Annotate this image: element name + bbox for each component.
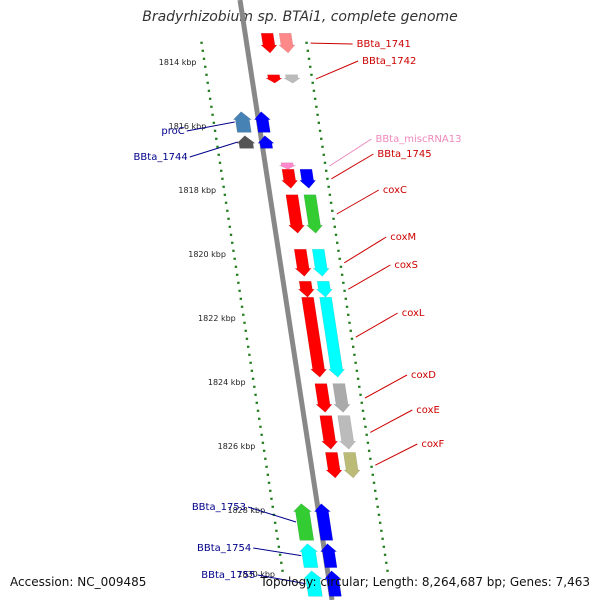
- gene-arrow[interactable]: [298, 543, 319, 568]
- gene-arrow[interactable]: [293, 248, 312, 277]
- gene-arrow-secondary[interactable]: [343, 452, 361, 479]
- label-leader: [253, 547, 302, 557]
- genome-summary-text: Topology: circular; Length: 8,264,687 bp…: [260, 575, 590, 589]
- label-leader: [329, 138, 372, 167]
- gene-arrow[interactable]: [279, 162, 296, 170]
- scale-label: 1826 kbp: [218, 442, 256, 451]
- gene-arrow[interactable]: [265, 74, 283, 84]
- gene-arrow-secondary[interactable]: [298, 168, 317, 189]
- label-leader: [336, 189, 380, 215]
- scale-label: 1816 kbp: [169, 122, 207, 131]
- gene-arrow-secondary[interactable]: [337, 415, 357, 450]
- gene-arrow-secondary[interactable]: [320, 543, 338, 568]
- gene-arrow-secondary[interactable]: [257, 135, 275, 149]
- label-leader: [370, 409, 413, 433]
- scale-label: 1814 kbp: [159, 58, 197, 67]
- label-leader: [189, 141, 238, 158]
- gene-label[interactable]: coxL: [402, 308, 425, 319]
- gene-arrow-secondary[interactable]: [278, 32, 296, 54]
- scale-label: 1822 kbp: [198, 314, 236, 323]
- scale-label: 1828 kbp: [227, 506, 265, 515]
- accession-text: Accession: NC_009485: [10, 575, 147, 589]
- gene-arrow[interactable]: [280, 168, 299, 189]
- label-leader: [186, 121, 235, 132]
- gene-label[interactable]: coxF: [421, 439, 444, 450]
- gene-arrow[interactable]: [285, 194, 306, 234]
- gene-arrow[interactable]: [314, 383, 333, 413]
- label-leader: [310, 42, 353, 45]
- gene-arrow[interactable]: [236, 135, 256, 149]
- scale-ticks: 1814 kbp 1816 kbp 1818 kbp 1820 kbp 1822 kbp…: [159, 41, 389, 579]
- gene-arrow-secondary[interactable]: [311, 248, 330, 277]
- gene-label[interactable]: coxD: [411, 370, 436, 381]
- label-leader: [344, 236, 387, 264]
- genome-title: Bradyrhizobium sp. BTAi1, complete genom…: [142, 9, 458, 25]
- gene-label[interactable]: coxM: [390, 232, 416, 243]
- scale-label: 1830 kbp: [237, 570, 275, 579]
- scale-label: 1818 kbp: [178, 186, 216, 195]
- gene-label[interactable]: BBta_1741: [357, 39, 411, 50]
- label-leader: [348, 264, 391, 290]
- gene-labels: BBta_1741 BBta_1742 proC BBta_1744 BBta_misc…: [134, 39, 461, 585]
- gene-arrow[interactable]: [319, 415, 339, 450]
- gene-label[interactable]: coxC: [383, 185, 407, 196]
- gene-features: [232, 32, 361, 597]
- gene-label[interactable]: BBta_1744: [134, 152, 188, 163]
- label-leader: [355, 312, 398, 338]
- genome-axis-line: [237, 0, 335, 600]
- gene-arrow[interactable]: [232, 111, 253, 133]
- label-leader: [247, 506, 297, 523]
- gene-label[interactable]: BBta_1755: [201, 570, 255, 581]
- gene-label[interactable]: BBta_1753: [192, 502, 246, 513]
- gene-arrow[interactable]: [292, 503, 315, 541]
- label-leader: [375, 443, 418, 466]
- gene-label[interactable]: BBta_1742: [362, 56, 416, 67]
- gene-arrow-secondary[interactable]: [283, 74, 301, 84]
- label-leader: [331, 153, 374, 180]
- gene-label[interactable]: proC: [161, 126, 184, 137]
- gene-arrow-secondary[interactable]: [315, 280, 333, 298]
- gene-arrow[interactable]: [297, 280, 315, 298]
- gene-arrow-secondary[interactable]: [319, 296, 346, 378]
- gene-arrow-secondary[interactable]: [303, 194, 324, 234]
- gene-arrow[interactable]: [301, 296, 328, 378]
- gene-arrow[interactable]: [260, 32, 278, 54]
- gene-label[interactable]: BBta_miscRNA13: [375, 134, 461, 145]
- genome-axis: [237, 0, 335, 600]
- gene-arrow-secondary[interactable]: [324, 570, 342, 597]
- gene-label[interactable]: coxS: [394, 260, 418, 271]
- label-leader: [257, 574, 306, 585]
- gene-arrow-secondary[interactable]: [313, 503, 334, 541]
- label-leader: [364, 374, 408, 399]
- gene-label[interactable]: coxE: [416, 405, 440, 416]
- gene-arrow-secondary[interactable]: [253, 111, 272, 133]
- gene-arrow[interactable]: [325, 452, 343, 479]
- scale-label: 1820 kbp: [188, 250, 226, 259]
- label-leader: [315, 60, 359, 80]
- gene-arrow-secondary[interactable]: [332, 383, 351, 413]
- gene-arrow[interactable]: [303, 570, 323, 597]
- gene-label[interactable]: BBta_1745: [377, 149, 431, 160]
- gene-label[interactable]: BBta_1754: [197, 543, 251, 554]
- scale-label: 1824 kbp: [208, 378, 246, 387]
